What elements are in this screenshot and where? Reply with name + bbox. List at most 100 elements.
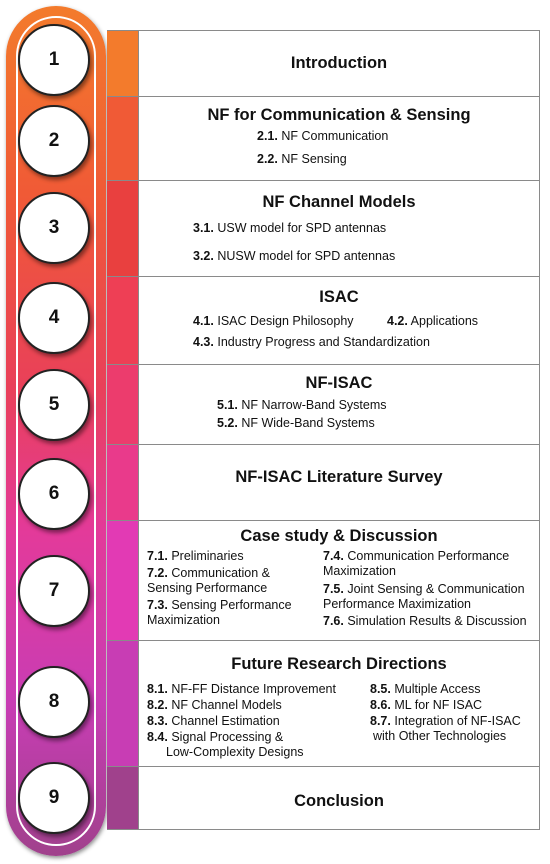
color-strip [107, 277, 138, 364]
list-item: 8.7. Integration of NF-ISAC with Other T… [370, 714, 521, 744]
section-literature-survey: NF-ISAC Literature Survey [107, 445, 540, 521]
color-strip [107, 445, 138, 520]
item-number: 7.4. [323, 549, 344, 563]
step-circle-3: 3 [18, 192, 90, 264]
section-title: Introduction [290, 54, 388, 72]
item-number: 3.2. [193, 249, 214, 263]
item-number: 7.3. [147, 598, 168, 612]
section-title: Future Research Directions [231, 655, 447, 673]
step-number: 9 [48, 787, 60, 808]
step-number: 1 [48, 49, 60, 70]
item-number: 2.2. [257, 152, 278, 166]
step-number: 2 [48, 130, 60, 151]
list-item: 8.4. Signal Processing & Low-Complexity … [147, 730, 304, 760]
section-panel: NF-ISAC Literature Survey [138, 445, 540, 520]
section-case-study: Case study & Discussion 7.1. Preliminari… [107, 521, 540, 641]
item-text: Preliminaries [171, 549, 244, 563]
step-number: 6 [48, 483, 60, 504]
color-strip [107, 97, 138, 180]
item-number: 8.5. [370, 682, 391, 696]
section-panel: NF for Communication & Sensing 2.1. NF C… [138, 97, 540, 180]
item-text: Multiple Access [394, 682, 481, 696]
list-item: 4.1. ISAC Design Philosophy [193, 314, 354, 329]
list-item: 4.2. Applications [387, 314, 478, 329]
item-number: 8.6. [370, 698, 391, 712]
item-number: 5.1. [217, 398, 238, 412]
list-item: 8.5. Multiple Access [370, 682, 481, 697]
step-circle-9: 9 [18, 762, 90, 834]
item-text: Sensing Performance [147, 581, 268, 595]
color-strip [107, 31, 138, 96]
item-text: NF Sensing [281, 152, 347, 166]
list-item: 7.6. Simulation Results & Discussion [323, 614, 527, 629]
step-number: 7 [48, 580, 60, 601]
item-number: 2.1. [257, 129, 278, 143]
step-number: 4 [48, 307, 60, 328]
section-nf-isac: NF-ISAC 5.1. NF Narrow-Band Systems 5.2.… [107, 365, 540, 445]
item-text: NF Wide-Band Systems [241, 416, 375, 430]
step-circle-6: 6 [18, 458, 90, 530]
item-number: 7.1. [147, 549, 168, 563]
section-title: Conclusion [294, 792, 384, 810]
color-strip [107, 521, 138, 640]
section-panel: NF-ISAC 5.1. NF Narrow-Band Systems 5.2.… [138, 365, 540, 444]
progress-rail-border [16, 16, 96, 846]
list-item: 7.1. Preliminaries [147, 549, 244, 564]
item-number: 4.1. [193, 314, 214, 328]
list-item: 3.2. NUSW model for SPD antennas [193, 249, 395, 264]
section-nf-channel-models: NF Channel Models 3.1. USW model for SPD… [107, 181, 540, 277]
list-item: 4.3. Industry Progress and Standardizati… [193, 335, 430, 350]
section-title: NF-ISAC [305, 374, 373, 392]
list-item: 7.5. Joint Sensing & Communication Perfo… [323, 582, 525, 612]
step-circle-7: 7 [18, 555, 90, 627]
item-text: Performance Maximization [323, 597, 471, 611]
section-title: Case study & Discussion [240, 527, 438, 545]
color-strip [107, 181, 138, 276]
item-number: 4.2. [387, 314, 408, 328]
step-circle-1: 1 [18, 24, 90, 96]
item-text: with Other Technologies [373, 729, 507, 743]
section-conclusion: Conclusion [107, 767, 540, 830]
item-text: USW model for SPD antennas [217, 221, 387, 235]
item-number: 4.3. [193, 335, 214, 349]
step-circle-5: 5 [18, 369, 90, 441]
list-item: 2.1. NF Communication [257, 129, 388, 144]
step-number: 5 [48, 394, 60, 415]
item-text: Signal Processing & [171, 730, 284, 744]
item-text: Communication Performance [347, 549, 510, 563]
color-strip [107, 365, 138, 444]
step-number: 8 [48, 691, 60, 712]
item-text: Joint Sensing & Communication [347, 582, 525, 596]
item-text: Maximization [147, 613, 220, 627]
color-strip [107, 641, 138, 766]
color-strip [107, 767, 138, 829]
section-panel: Future Research Directions 8.1. NF-FF Di… [138, 641, 540, 766]
item-number: 8.4. [147, 730, 168, 744]
item-number: 8.3. [147, 714, 168, 728]
section-panel: Conclusion [138, 767, 540, 829]
section-panel: NF Channel Models 3.1. USW model for SPD… [138, 181, 540, 276]
item-text: NF-FF Distance Improvement [171, 682, 336, 696]
step-circle-4: 4 [18, 282, 90, 354]
item-text: NF Narrow-Band Systems [241, 398, 387, 412]
item-number: 8.1. [147, 682, 168, 696]
item-text: Industry Progress and Standardization [217, 335, 430, 349]
item-number: 7.5. [323, 582, 344, 596]
item-text: Integration of NF-ISAC [394, 714, 521, 728]
list-item: 2.2. NF Sensing [257, 152, 347, 167]
step-circle-8: 8 [18, 666, 90, 738]
section-future-research: Future Research Directions 8.1. NF-FF Di… [107, 641, 540, 767]
item-text: Sensing Performance [171, 598, 292, 612]
section-title: NF for Communication & Sensing [207, 106, 471, 124]
item-text: NF Communication [281, 129, 389, 143]
list-item: 7.3. Sensing Performance Maximization [147, 598, 292, 628]
item-text: Low-Complexity Designs [166, 745, 304, 759]
item-number: 8.7. [370, 714, 391, 728]
section-title: NF-ISAC Literature Survey [235, 468, 443, 486]
section-isac: ISAC 4.1. ISAC Design Philosophy 4.2. Ap… [107, 277, 540, 365]
section-panel: Case study & Discussion 7.1. Preliminari… [138, 521, 540, 640]
section-title: NF Channel Models [262, 193, 416, 211]
list-item: 5.2. NF Wide-Band Systems [217, 416, 375, 431]
list-item: 8.3. Channel Estimation [147, 714, 280, 729]
item-text: Channel Estimation [171, 714, 280, 728]
